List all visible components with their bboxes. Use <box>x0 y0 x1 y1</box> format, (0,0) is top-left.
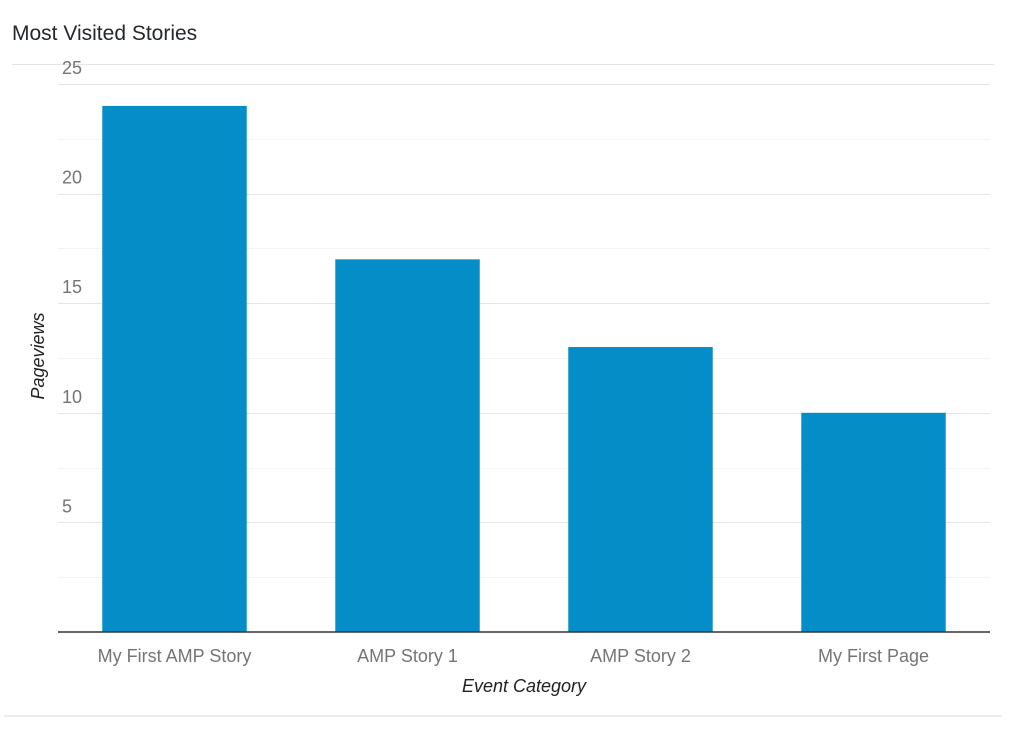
x-category-label: AMP Story 1 <box>357 646 458 666</box>
bar <box>801 412 946 632</box>
x-category-label: AMP Story 2 <box>590 646 691 666</box>
x-category-label: My First AMP Story <box>98 646 252 666</box>
y-tick-label: 15 <box>62 277 82 297</box>
title-divider <box>12 64 994 65</box>
x-category-label: My First Page <box>818 646 929 666</box>
bar <box>102 105 247 633</box>
y-tick-label: 25 <box>62 58 82 78</box>
y-tick-label: 10 <box>62 387 82 407</box>
bars <box>102 105 946 633</box>
bottom-divider <box>4 715 1002 717</box>
widget-title: Most Visited Stories <box>12 22 198 45</box>
y-tick-label: 20 <box>62 168 82 188</box>
bar <box>568 347 713 632</box>
x-axis-title: Event Category <box>462 676 587 696</box>
y-axis-title: Pageviews <box>28 312 48 399</box>
bar <box>335 259 480 632</box>
labels: 5 10 15 20 25 My First AMP Story AMP Story 1 AM… <box>28 58 929 696</box>
y-tick-label: 5 <box>62 496 72 516</box>
